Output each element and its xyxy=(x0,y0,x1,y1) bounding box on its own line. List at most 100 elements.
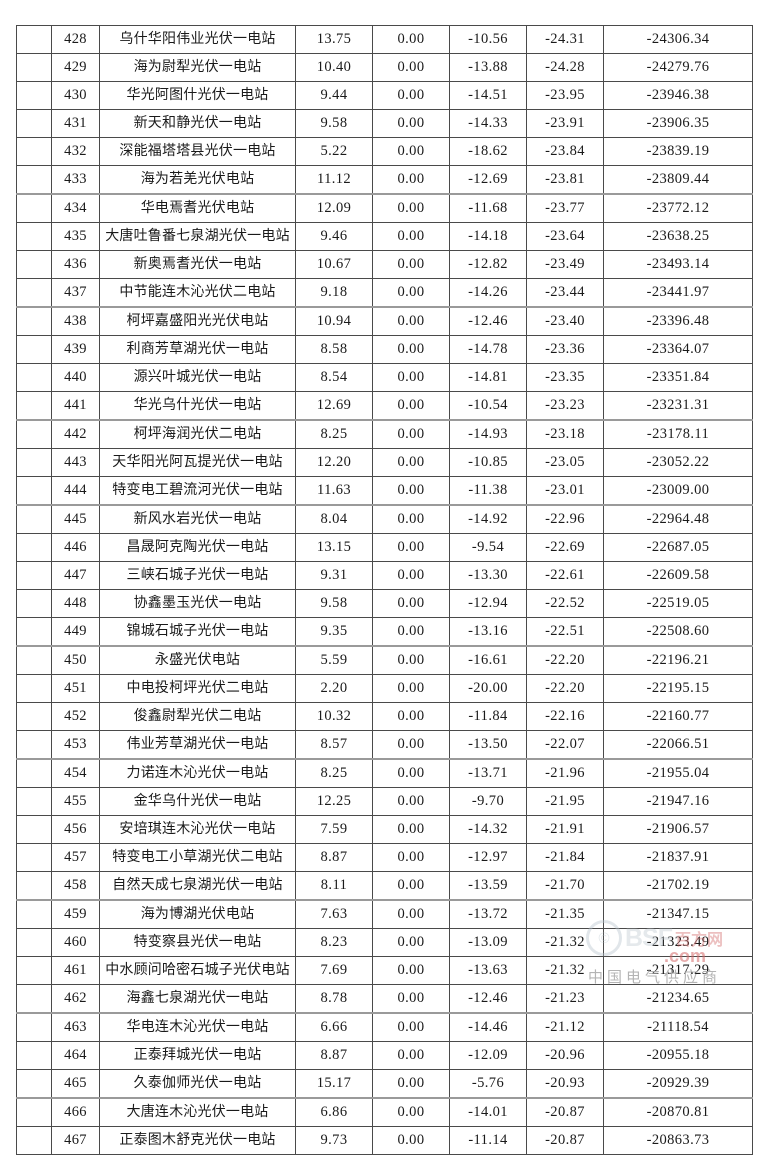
cell-value-4: -23.44 xyxy=(526,278,604,308)
cell-station-name: 华电连木沁光伏一电站 xyxy=(99,1012,296,1042)
table-row: 431 新天和静光伏一电站 9.58 0.00 -14.33 -23.91 -23906.3… xyxy=(16,109,753,138)
cell-station-name: 正泰拜城光伏一电站 xyxy=(99,1041,296,1070)
cell-value-3: -13.16 xyxy=(449,617,527,647)
table-row: 444 特变电工碧流河光伏一电站 11.63 0.00 -11.38 -23.01 -230… xyxy=(16,476,753,506)
row-gutter xyxy=(16,787,52,816)
row-gutter xyxy=(16,81,52,110)
cell-value-total: -21837.91 xyxy=(603,843,753,872)
table-row: 467 正泰图木舒克光伏一电站 9.73 0.00 -11.14 -20.87 -20863… xyxy=(16,1126,753,1155)
table-row: 441 华光乌什光伏一电站 12.69 0.00 -10.54 -23.23 -23231.… xyxy=(16,391,753,421)
cell-value-1: 12.69 xyxy=(295,391,373,421)
cell-value-2: 0.00 xyxy=(372,335,450,364)
cell-station-name: 久泰伽师光伏一电站 xyxy=(99,1069,296,1099)
cell-value-1: 7.63 xyxy=(295,899,373,929)
cell-value-1: 8.04 xyxy=(295,504,373,534)
cell-value-1: 5.22 xyxy=(295,137,373,166)
cell-value-total: -22195.15 xyxy=(603,674,753,703)
cell-value-3: -13.50 xyxy=(449,730,527,760)
cell-rank: 438 xyxy=(51,306,100,336)
cell-value-total: -21323.49 xyxy=(603,928,753,957)
row-gutter xyxy=(16,730,52,760)
cell-value-4: -23.49 xyxy=(526,250,604,279)
table-row: 439 利商芳草湖光伏一电站 8.58 0.00 -14.78 -23.36 -23364.… xyxy=(16,335,753,364)
cell-value-1: 6.66 xyxy=(295,1012,373,1042)
cell-rank: 450 xyxy=(51,645,100,675)
cell-value-3: -14.32 xyxy=(449,815,527,844)
cell-value-total: -22609.58 xyxy=(603,561,753,590)
cell-value-1: 8.11 xyxy=(295,871,373,901)
cell-value-1: 15.17 xyxy=(295,1069,373,1099)
cell-rank: 443 xyxy=(51,448,100,477)
cell-value-3: -12.94 xyxy=(449,589,527,618)
table-row: 445 新风水岩光伏一电站 8.04 0.00 -14.92 -22.96 -22964.4… xyxy=(16,504,753,534)
cell-value-2: 0.00 xyxy=(372,137,450,166)
cell-value-total: -23178.11 xyxy=(603,419,753,449)
cell-station-name: 新天和静光伏一电站 xyxy=(99,109,296,138)
table-row: 459 海为博湖光伏电站 7.63 0.00 -13.72 -21.35 -21347.15 xyxy=(16,899,753,929)
cell-value-total: -22508.60 xyxy=(603,617,753,647)
cell-value-3: -10.56 xyxy=(449,25,527,54)
cell-value-2: 0.00 xyxy=(372,109,450,138)
table-row: 464 正泰拜城光伏一电站 8.87 0.00 -12.09 -20.96 -20955.1… xyxy=(16,1041,753,1070)
cell-value-3: -11.84 xyxy=(449,702,527,731)
cell-value-3: -13.88 xyxy=(449,53,527,82)
table-row: 458 自然天成七泉湖光伏一电站 8.11 0.00 -13.59 -21.70 -2170… xyxy=(16,871,753,901)
cell-value-total: -21947.16 xyxy=(603,787,753,816)
row-gutter xyxy=(16,222,52,251)
cell-value-2: 0.00 xyxy=(372,278,450,308)
cell-value-total: -23052.22 xyxy=(603,448,753,477)
cell-value-4: -21.32 xyxy=(526,956,604,985)
row-gutter xyxy=(16,109,52,138)
cell-value-2: 0.00 xyxy=(372,306,450,336)
table-row: 456 安培琪连木沁光伏一电站 7.59 0.00 -14.32 -21.91 -21906… xyxy=(16,815,753,844)
cell-station-name: 锦城石城子光伏一电站 xyxy=(99,617,296,647)
row-gutter xyxy=(16,645,52,675)
cell-value-2: 0.00 xyxy=(372,1069,450,1099)
cell-value-4: -20.93 xyxy=(526,1069,604,1099)
cell-value-1: 9.44 xyxy=(295,81,373,110)
cell-value-total: -21118.54 xyxy=(603,1012,753,1042)
cell-value-4: -21.95 xyxy=(526,787,604,816)
cell-value-1: 9.58 xyxy=(295,589,373,618)
row-gutter xyxy=(16,843,52,872)
cell-value-3: -16.61 xyxy=(449,645,527,675)
cell-value-3: -12.46 xyxy=(449,306,527,336)
cell-value-total: -20929.39 xyxy=(603,1069,753,1099)
cell-value-4: -23.95 xyxy=(526,81,604,110)
cell-station-name: 柯坪嘉盛阳光光伏电站 xyxy=(99,306,296,336)
cell-station-name: 天华阳光阿瓦提光伏一电站 xyxy=(99,448,296,477)
cell-value-3: -10.85 xyxy=(449,448,527,477)
table-row: 440 源兴叶城光伏一电站 8.54 0.00 -14.81 -23.35 -23351.8… xyxy=(16,363,753,392)
cell-rank: 444 xyxy=(51,476,100,506)
cell-station-name: 大唐吐鲁番七泉湖光伏一电站 xyxy=(99,222,296,251)
table-row: 453 伟业芳草湖光伏一电站 8.57 0.00 -13.50 -22.07 -22066.… xyxy=(16,730,753,760)
table-row: 446 昌晟阿克陶光伏一电站 13.15 0.00 -9.54 -22.69 -22687.… xyxy=(16,533,753,562)
cell-value-2: 0.00 xyxy=(372,1012,450,1042)
cell-value-total: -20863.73 xyxy=(603,1126,753,1155)
table-row: 454 力诺连木沁光伏一电站 8.25 0.00 -13.71 -21.96 -21955.… xyxy=(16,758,753,788)
cell-value-1: 10.67 xyxy=(295,250,373,279)
cell-value-2: 0.00 xyxy=(372,956,450,985)
cell-value-3: -14.01 xyxy=(449,1097,527,1127)
power-station-ranking-table: 428 乌什华阳伟业光伏一电站 13.75 0.00 -10.56 -24.31 -2430… xyxy=(16,25,753,1155)
row-gutter xyxy=(16,335,52,364)
cell-value-2: 0.00 xyxy=(372,674,450,703)
cell-value-4: -23.77 xyxy=(526,193,604,223)
row-gutter xyxy=(16,871,52,901)
cell-value-4: -22.16 xyxy=(526,702,604,731)
cell-value-3: -11.14 xyxy=(449,1126,527,1155)
cell-value-total: -23351.84 xyxy=(603,363,753,392)
cell-value-2: 0.00 xyxy=(372,730,450,760)
cell-value-2: 0.00 xyxy=(372,787,450,816)
cell-rank: 466 xyxy=(51,1097,100,1127)
cell-value-2: 0.00 xyxy=(372,476,450,506)
cell-value-3: -13.30 xyxy=(449,561,527,590)
row-gutter xyxy=(16,53,52,82)
cell-value-4: -23.81 xyxy=(526,165,604,195)
cell-rank: 442 xyxy=(51,419,100,449)
cell-value-3: -14.51 xyxy=(449,81,527,110)
cell-value-3: -12.97 xyxy=(449,843,527,872)
table-row: 451 中电投柯坪光伏二电站 2.20 0.00 -20.00 -22.20 -22195.… xyxy=(16,674,753,703)
cell-value-total: -23009.00 xyxy=(603,476,753,506)
cell-station-name: 海为尉犁光伏一电站 xyxy=(99,53,296,82)
